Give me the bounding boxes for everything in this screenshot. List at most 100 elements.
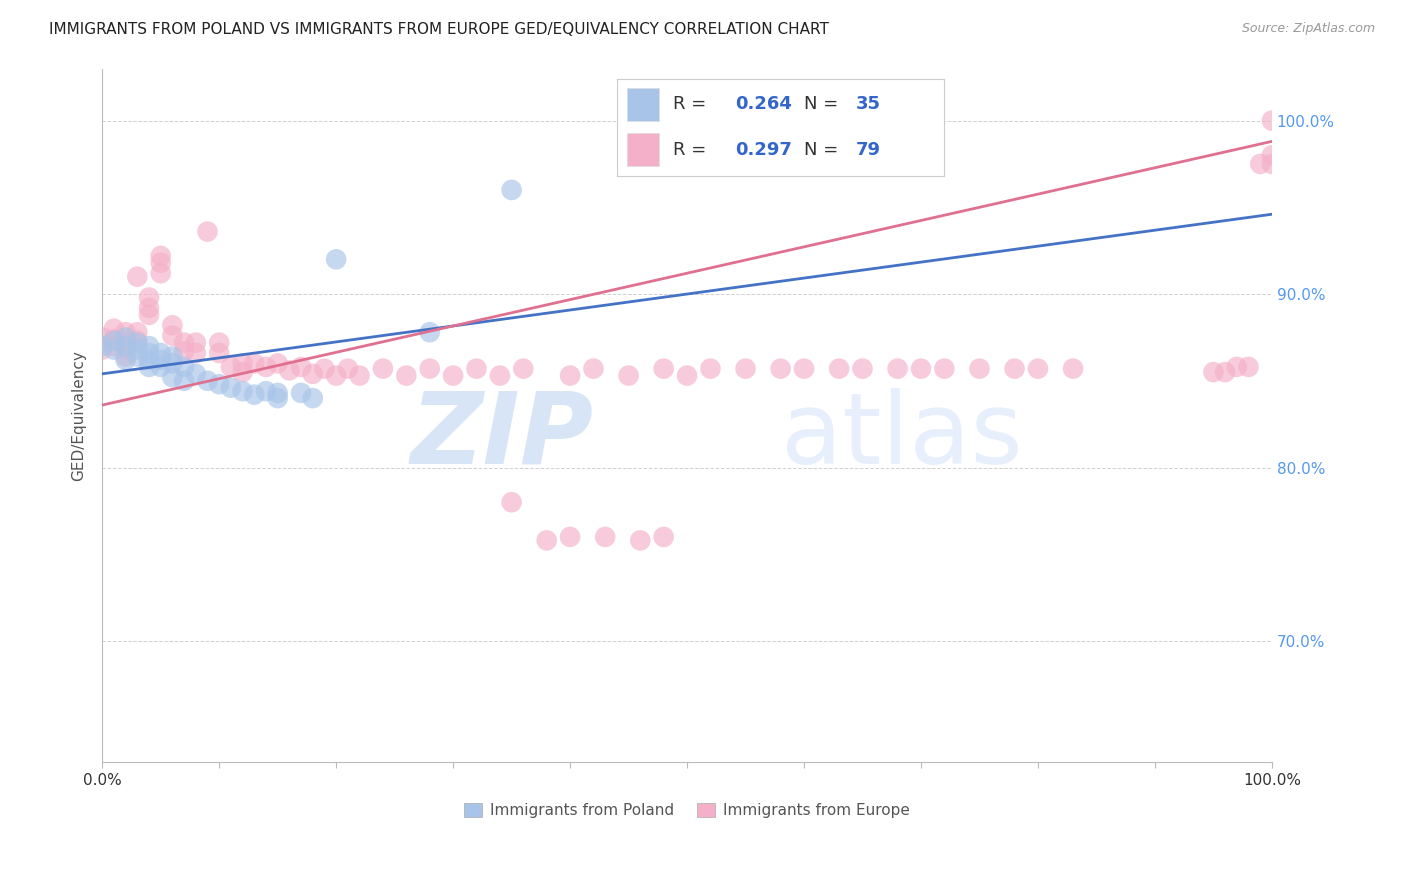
Text: atlas: atlas — [780, 388, 1022, 484]
Point — [582, 361, 605, 376]
Point — [114, 325, 136, 339]
Point — [184, 367, 207, 381]
Point — [1261, 113, 1284, 128]
Point — [254, 359, 277, 374]
Point — [793, 361, 815, 376]
Point — [138, 291, 160, 305]
Point — [266, 385, 288, 400]
Point — [138, 339, 160, 353]
Point — [266, 356, 288, 370]
Point — [243, 387, 266, 401]
Point — [173, 344, 195, 359]
Point — [103, 343, 125, 357]
Point — [325, 368, 347, 383]
Point — [149, 249, 172, 263]
Point — [419, 325, 441, 339]
Point — [127, 335, 149, 350]
Point — [349, 368, 371, 383]
Point — [197, 225, 219, 239]
Point — [173, 359, 195, 374]
Point — [558, 530, 581, 544]
Point — [628, 533, 651, 548]
Point — [127, 325, 149, 339]
Point — [184, 335, 207, 350]
Point — [501, 495, 523, 509]
Point — [184, 346, 207, 360]
Point — [127, 334, 149, 348]
Point — [1261, 148, 1284, 162]
Point — [441, 368, 464, 383]
Point — [1004, 361, 1026, 376]
Point — [395, 368, 418, 383]
Point — [208, 335, 231, 350]
Point — [219, 381, 242, 395]
Point — [149, 266, 172, 280]
Point — [419, 361, 441, 376]
Point — [290, 359, 312, 374]
Point — [173, 374, 195, 388]
Point — [934, 361, 956, 376]
Point — [1261, 157, 1284, 171]
Point — [501, 183, 523, 197]
Point — [208, 346, 231, 360]
Point — [138, 353, 160, 368]
Point — [1237, 359, 1260, 374]
Point — [232, 384, 254, 399]
Point — [558, 368, 581, 383]
Point — [114, 343, 136, 357]
Point — [162, 328, 184, 343]
Point — [162, 356, 184, 370]
Point — [114, 335, 136, 350]
Point — [676, 368, 699, 383]
Point — [1062, 361, 1084, 376]
Point — [886, 361, 908, 376]
Point — [232, 365, 254, 379]
Point — [1202, 365, 1225, 379]
Point — [91, 339, 114, 353]
Point — [162, 318, 184, 333]
Point — [512, 361, 534, 376]
Point — [114, 339, 136, 353]
Point — [254, 384, 277, 399]
Point — [103, 339, 125, 353]
Point — [278, 363, 301, 377]
Point — [593, 530, 616, 544]
Point — [149, 346, 172, 360]
Point — [910, 361, 932, 376]
Point — [162, 350, 184, 364]
Point — [536, 533, 558, 548]
Point — [828, 361, 851, 376]
Point — [219, 359, 242, 374]
Point — [301, 367, 323, 381]
Point — [617, 368, 640, 383]
Point — [127, 269, 149, 284]
Point — [314, 361, 336, 376]
Point — [138, 359, 160, 374]
Text: Source: ZipAtlas.com: Source: ZipAtlas.com — [1241, 22, 1375, 36]
Point — [149, 256, 172, 270]
Point — [173, 335, 195, 350]
Point — [138, 308, 160, 322]
Point — [266, 391, 288, 405]
Point — [114, 353, 136, 368]
Point — [851, 361, 873, 376]
Point — [149, 359, 172, 374]
Point — [336, 361, 359, 376]
Point — [114, 330, 136, 344]
Point — [969, 361, 991, 376]
Point — [699, 361, 721, 376]
Point — [127, 350, 149, 364]
Point — [91, 343, 114, 357]
Point — [1026, 361, 1049, 376]
Point — [91, 330, 114, 344]
Point — [652, 530, 675, 544]
Point — [489, 368, 512, 383]
Point — [149, 353, 172, 368]
Point — [197, 374, 219, 388]
Point — [769, 361, 792, 376]
Point — [103, 322, 125, 336]
Point — [162, 370, 184, 384]
Y-axis label: GED/Equivalency: GED/Equivalency — [72, 350, 86, 481]
Point — [301, 391, 323, 405]
Text: IMMIGRANTS FROM POLAND VS IMMIGRANTS FROM EUROPE GED/EQUIVALENCY CORRELATION CHA: IMMIGRANTS FROM POLAND VS IMMIGRANTS FRO… — [49, 22, 830, 37]
